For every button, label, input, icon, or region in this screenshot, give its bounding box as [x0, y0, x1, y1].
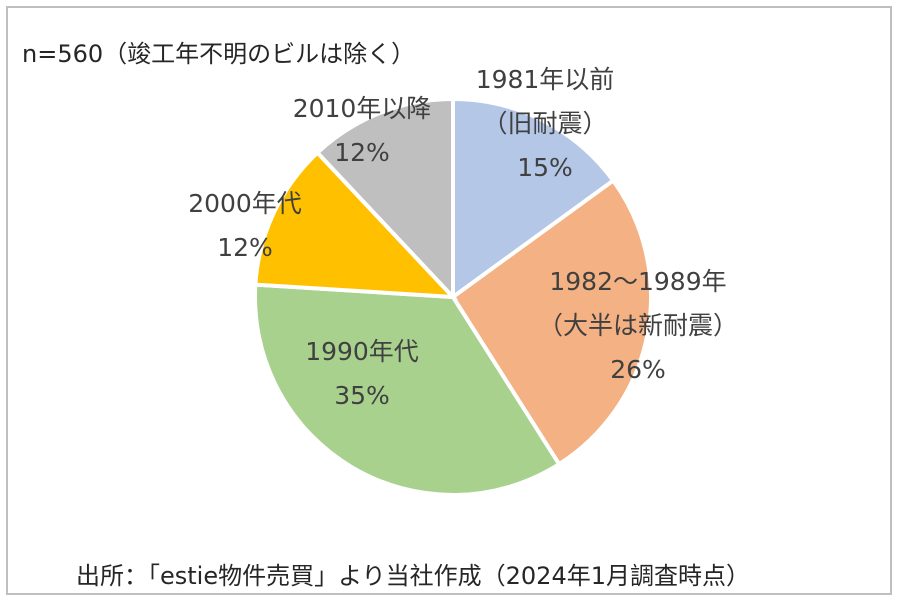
pie-slice-2: [450, 177, 653, 467]
pie-slice-5: [314, 96, 455, 303]
slice-category-label-2: 1982～1989年: [549, 267, 726, 296]
slice-category-label-2: （大半は新耐震）: [538, 311, 738, 340]
slice-value-label-2: 26%: [610, 355, 666, 384]
source-note: 出所：「estie物件売買」より当社作成（2024年1月調査時点）: [76, 562, 750, 590]
sample-size-note: n=560（竣工年不明のビルは除く）: [22, 40, 416, 68]
slice-category-label-1: 1981年以前: [476, 65, 615, 94]
slice-category-label-1: （旧耐震）: [482, 109, 607, 138]
pie-slice-4: [253, 149, 458, 300]
slice-category-label-5: 2010年以降: [293, 94, 432, 123]
slice-value-label-4: 12%: [217, 233, 273, 262]
slice-value-label-5: 12%: [334, 138, 390, 167]
slice-category-label-3: 1990年代: [305, 337, 419, 366]
pie-slice-3: [253, 282, 562, 497]
slice-category-label-4: 2000年代: [188, 189, 302, 218]
slice-value-label-1: 15%: [517, 153, 573, 182]
slice-value-label-3: 35%: [334, 381, 390, 410]
pie-slice-1: [451, 96, 616, 301]
